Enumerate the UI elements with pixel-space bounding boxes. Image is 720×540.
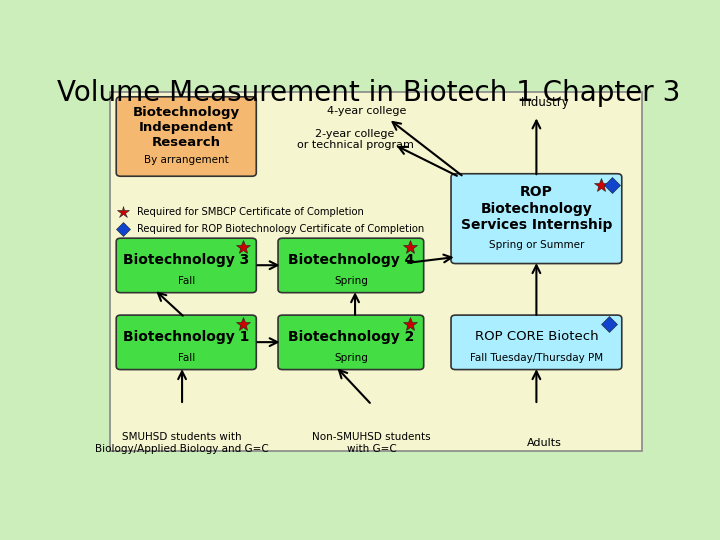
Text: By arrangement: By arrangement — [144, 155, 229, 165]
Text: Biotechnology 1: Biotechnology 1 — [123, 329, 249, 343]
Text: Fall: Fall — [178, 353, 195, 363]
Text: Fall Tuesday/Thursday PM: Fall Tuesday/Thursday PM — [470, 353, 603, 363]
Text: Spring: Spring — [334, 353, 368, 363]
Text: Industry: Industry — [521, 96, 569, 109]
Text: Spring: Spring — [334, 276, 368, 286]
Text: Non-SMUHSD students
with G=C: Non-SMUHSD students with G=C — [312, 433, 431, 454]
Text: Biotechnology
Independent
Research: Biotechnology Independent Research — [132, 106, 240, 149]
Text: ROP
Biotechnology
Services Internship: ROP Biotechnology Services Internship — [461, 185, 612, 232]
Text: Biotechnology 2: Biotechnology 2 — [288, 329, 414, 343]
FancyBboxPatch shape — [451, 315, 622, 369]
FancyBboxPatch shape — [116, 238, 256, 293]
Text: Spring or Summer: Spring or Summer — [489, 240, 584, 250]
Text: Volume Measurement in Biotech 1 Chapter 3: Volume Measurement in Biotech 1 Chapter … — [58, 79, 680, 107]
Text: ROP CORE Biotech: ROP CORE Biotech — [474, 330, 598, 343]
FancyBboxPatch shape — [116, 97, 256, 176]
Text: Fall: Fall — [178, 276, 195, 286]
Text: SMUHSD students with
Biology/Applied Biology and G=C: SMUHSD students with Biology/Applied Bio… — [95, 433, 269, 454]
Text: 4-year college: 4-year college — [327, 105, 406, 116]
Text: Biotechnology 3: Biotechnology 3 — [123, 253, 249, 267]
FancyBboxPatch shape — [451, 174, 622, 264]
FancyBboxPatch shape — [278, 315, 423, 369]
FancyBboxPatch shape — [278, 238, 423, 293]
Text: Required for SMBCP Certificate of Completion: Required for SMBCP Certificate of Comple… — [138, 207, 364, 218]
Text: Adults: Adults — [527, 438, 562, 448]
Text: 2-year college
or technical program: 2-year college or technical program — [297, 129, 413, 151]
FancyBboxPatch shape — [116, 315, 256, 369]
Text: Required for ROP Biotechnology Certificate of Completion: Required for ROP Biotechnology Certifica… — [138, 224, 425, 234]
Text: Biotechnology 4: Biotechnology 4 — [288, 253, 414, 267]
FancyBboxPatch shape — [109, 92, 642, 451]
